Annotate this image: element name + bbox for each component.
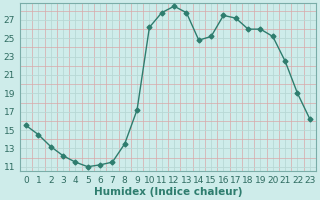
X-axis label: Humidex (Indice chaleur): Humidex (Indice chaleur)	[94, 187, 242, 197]
